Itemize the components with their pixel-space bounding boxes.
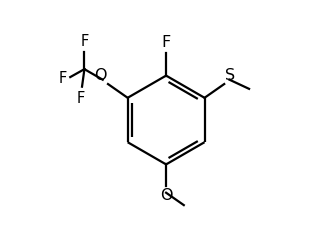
- Text: F: F: [80, 34, 89, 49]
- Text: S: S: [225, 68, 235, 83]
- Text: O: O: [95, 68, 107, 83]
- Text: F: F: [77, 91, 85, 106]
- Text: F: F: [59, 72, 67, 86]
- Text: F: F: [162, 35, 171, 50]
- Text: O: O: [160, 188, 172, 204]
